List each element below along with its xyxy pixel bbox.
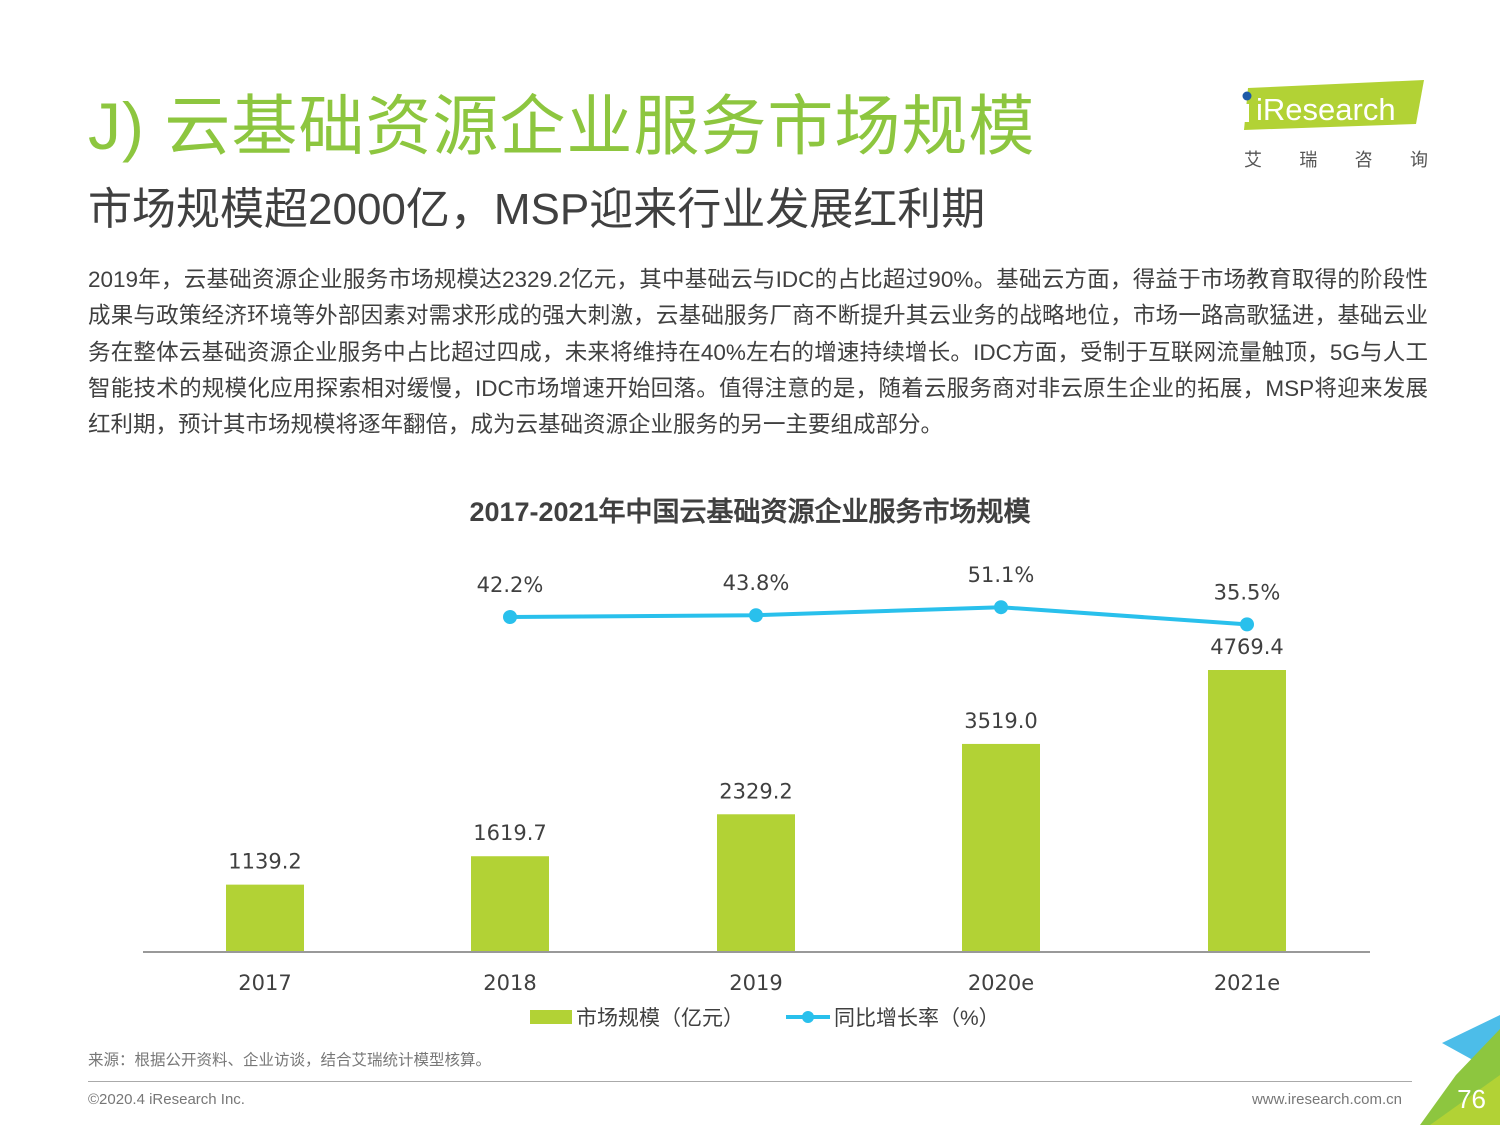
x-tick-label: 2019 <box>729 971 782 995</box>
bar-2019 <box>717 814 795 952</box>
x-tick-label: 2020e <box>968 971 1034 995</box>
growth-point-2019 <box>749 608 763 623</box>
logo-dot-icon <box>1242 91 1252 101</box>
iresearch-logo: iResearch <box>1242 80 1424 130</box>
bar-value-label: 3519.0 <box>964 709 1037 733</box>
growth-line-series: 42.2% 43.8% 51.1% 35.5% <box>477 563 1281 632</box>
logo-chinese: 艾 瑞 咨 询 <box>1244 146 1428 172</box>
bar-2017 <box>226 884 304 952</box>
legend-line-swatch <box>786 1011 830 1023</box>
x-tick-labels: 2017 2018 2019 2020e 2021e <box>238 971 1280 995</box>
growth-value-label: 42.2% <box>477 573 544 597</box>
growth-value-label: 43.8% <box>723 571 790 595</box>
legend-label: 市场规模（亿元） <box>576 1007 744 1030</box>
bar-value-label: 1139.2 <box>228 850 301 874</box>
website-link[interactable]: www.iresearch.com.cn <box>1251 1091 1402 1108</box>
growth-value-label: 35.5% <box>1214 580 1281 604</box>
chart-title: 2017-2021年中国云基础资源企业服务市场规模 <box>469 497 1031 527</box>
legend-label: 同比增长率（%） <box>834 1007 1000 1030</box>
bar-value-label: 2329.2 <box>719 779 792 803</box>
bar-2018 <box>471 856 549 952</box>
bar-value-label: 1619.7 <box>473 821 546 845</box>
logo-char: 艾 <box>1244 150 1262 170</box>
logo-wordmark: iResearch <box>1256 92 1396 127</box>
legend-bar-swatch <box>530 1010 572 1024</box>
legend-item-growth-rate: 同比增长率（%） <box>786 1002 1000 1032</box>
x-tick-label: 2018 <box>483 971 536 995</box>
copyright: ©2020.4 iResearch Inc. <box>88 1091 245 1108</box>
logo-char: 咨 <box>1354 150 1373 170</box>
bar-series: 1139.2 1619.7 2329.2 3519.0 4769.4 <box>226 635 1286 952</box>
footer-divider <box>88 1081 1412 1082</box>
page-number: 76 <box>1457 1084 1486 1114</box>
growth-point-2018 <box>503 610 517 624</box>
source-note: 来源：根据公开资料、企业访谈，结合艾瑞统计模型核算。 <box>88 1052 492 1069</box>
x-tick-label: 2021e <box>1214 971 1280 995</box>
chart-legend: 市场规模（亿元） 同比增长率（%） <box>530 1002 1042 1032</box>
bar-2021e <box>1208 670 1286 952</box>
growth-value-label: 51.1% <box>968 563 1035 587</box>
logo-char: 询 <box>1409 150 1428 170</box>
page-subtitle: 市场规模超2000亿，MSP迎来行业发展红利期 <box>88 185 986 234</box>
logo-char: 瑞 <box>1299 150 1318 170</box>
body-paragraph: 2019年，云基础资源企业服务市场规模达2329.2亿元，其中基础云与IDC的占… <box>88 267 1428 438</box>
logo-i-stem <box>1242 104 1249 122</box>
growth-point-2021e <box>1240 617 1254 632</box>
corner-decoration <box>1420 1015 1500 1125</box>
page-title: J) 云基础资源企业服务市场规模 <box>88 89 1036 163</box>
bar-value-label: 4769.4 <box>1210 635 1283 659</box>
bar-2020e <box>962 743 1040 952</box>
logo-banner-shape <box>1244 80 1424 130</box>
growth-point-2020e <box>994 600 1008 615</box>
legend-item-market-size: 市场规模（亿元） <box>530 1002 744 1032</box>
x-tick-label: 2017 <box>238 971 291 995</box>
growth-line <box>509 605 1248 627</box>
